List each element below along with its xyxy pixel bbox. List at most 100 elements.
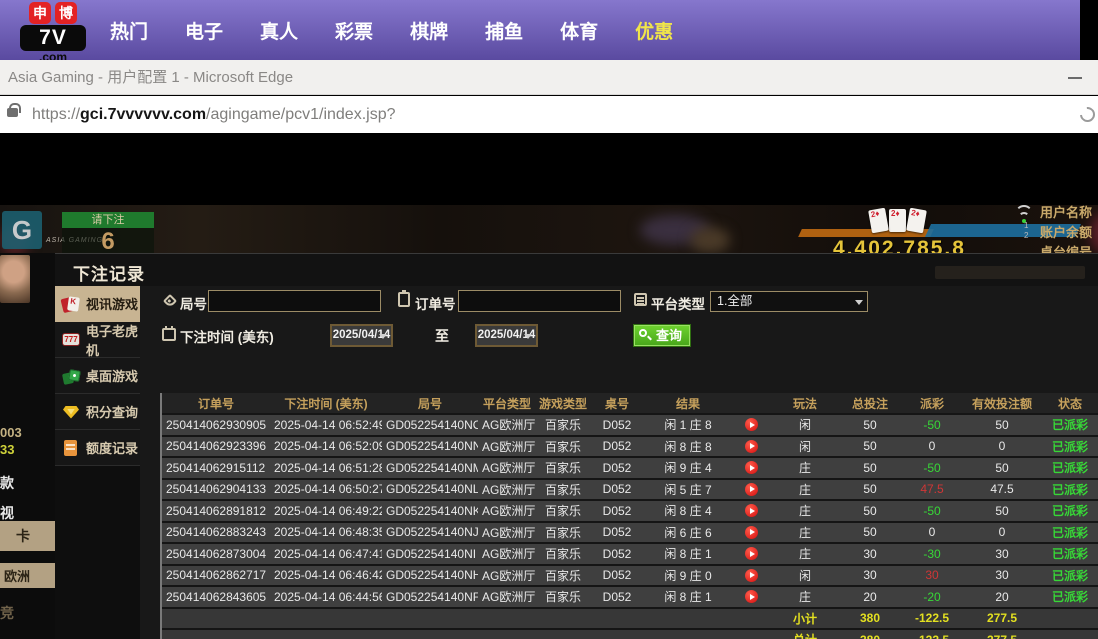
refresh-icon[interactable] [1076, 103, 1098, 126]
logo-badge-shen: 申 [29, 2, 51, 24]
background-fragment: 欧洲 [0, 563, 55, 588]
table-cell: AG欧洲厅 [482, 504, 536, 519]
nav-item-真人[interactable]: 真人 [260, 21, 299, 43]
table-cell: 闲 8 庄 8 [664, 439, 712, 454]
table-games-icon [61, 366, 81, 386]
table-cell: D052 [602, 417, 632, 432]
date-to-select[interactable]: 2025/04/14 [475, 324, 538, 347]
table-cell: -50 [923, 460, 941, 475]
nav-item-体育[interactable]: 体育 [560, 21, 599, 43]
table-cell: 闲 9 庄 4 [664, 461, 712, 476]
table-cell: 已派彩 [1051, 568, 1088, 583]
panel-main: 局号 订单号 平台类型 1.全部 下注时间 (美东) 2025/04/14 至 … [140, 286, 1098, 639]
table-cell: 30 [995, 568, 1009, 583]
sidebar-item-电子老虎机[interactable]: 777 电子老虎机 [55, 322, 140, 358]
table-cell: 30 [925, 568, 939, 583]
table-cell: 闲 5 庄 7 [664, 482, 712, 497]
nav-item-优惠[interactable]: 优惠 [635, 21, 674, 43]
table-cell: D052 [602, 482, 632, 497]
site-navbar: 申 博 7V .com 热门 电子 真人 彩票 棋牌 捕鱼 体育 优惠 [0, 0, 1098, 63]
replay-video-icon[interactable] [744, 461, 758, 475]
table-cell: 百家乐 [544, 439, 581, 454]
date-from-select[interactable]: 2025/04/14 [330, 324, 393, 347]
table-cell: 百家乐 [544, 547, 581, 562]
calendar-icon [162, 326, 176, 341]
sidebar-item-视讯游戏[interactable]: K 视讯游戏 [55, 286, 148, 322]
table-cell: 250414062930905 [166, 417, 267, 432]
site-logo[interactable]: 申 博 7V .com [20, 2, 86, 63]
hud-label: 账户余额 [1040, 225, 1093, 240]
table-cell: 已派彩 [1051, 590, 1088, 605]
table-cell: GD052254140NJ [386, 525, 478, 540]
chevron-down-icon [524, 333, 532, 339]
nav-item-棋牌[interactable]: 棋牌 [410, 21, 449, 43]
table-row: 250414062930905 2025-04-14 06:52:49 GD0522… [162, 415, 1098, 437]
table-cell: 已派彩 [1051, 461, 1088, 476]
table-cell: 0 [998, 525, 1006, 540]
table-cell: -50 [923, 503, 941, 518]
replay-video-icon[interactable] [744, 568, 758, 582]
table-header-row: 订单号 下注时间 (美东) 局号 平台类型 游戏类型 桌号 结果 玩法 总投注 派彩 有效投注额 状态 [162, 393, 1098, 415]
site-menu: 热门 电子 真人 彩票 棋牌 捕鱼 体育 优惠 [110, 0, 673, 60]
table-cell: 20 [995, 589, 1009, 604]
replay-video-icon[interactable] [744, 482, 758, 496]
minimize-icon[interactable] [1068, 77, 1082, 79]
table-cell: 250414062915112 [166, 460, 266, 475]
summary-cell: 277.5 [986, 611, 1018, 626]
table-cell: 50 [863, 460, 877, 475]
table-cell: 250414062883243 [166, 525, 267, 540]
table-row: 250414062883243 2025-04-14 06:48:35 GD0522… [162, 522, 1098, 544]
table-cell: 50 [863, 503, 877, 518]
sidebar-item-积分查询[interactable]: 积分查询 [55, 394, 140, 430]
lock-icon[interactable] [7, 103, 21, 117]
platform-select[interactable]: 1.全部 [710, 291, 868, 312]
slot-machine-icon: 777 [61, 330, 81, 350]
column-header: 总投注 [851, 396, 888, 411]
table-cell: 0 [928, 525, 936, 540]
replay-video-icon[interactable] [744, 547, 758, 561]
wifi-icon [1014, 205, 1034, 223]
summary-cell: 380 [859, 611, 881, 626]
table-cell: 250414062873004 [166, 546, 267, 561]
nav-item-捕鱼[interactable]: 捕鱼 [485, 21, 524, 43]
table-cell: 0 [928, 439, 936, 454]
browser-address-bar[interactable]: https://gci.7vvvvvv.com/agingame/pcv1/in… [0, 96, 1098, 133]
table-cell: 已派彩 [1051, 482, 1088, 497]
bet-banner-label: 请下注 [62, 212, 154, 228]
nav-item-热门[interactable]: 热门 [110, 21, 149, 43]
panel-sidebar: K 视讯游戏 777 电子老虎机桌面游戏积分查询额度记录 [55, 286, 148, 639]
sidebar-item-桌面游戏[interactable]: 桌面游戏 [55, 358, 140, 394]
replay-video-icon[interactable] [744, 590, 758, 604]
sidebar-item-label: 积分查询 [86, 405, 139, 420]
order-input[interactable] [458, 290, 621, 312]
replay-video-icon[interactable] [744, 418, 758, 432]
table-cell: GD052254140NF [386, 589, 478, 604]
table-cell: AG欧洲厅 [482, 482, 536, 497]
to-label: 至 [435, 328, 449, 344]
background-fragment: 视 [0, 505, 14, 521]
table-cell: 庄 [798, 547, 811, 562]
video-games-icon: K [60, 294, 81, 314]
table-cell: 闲 1 庄 8 [664, 418, 712, 433]
round-input[interactable] [208, 290, 381, 312]
replay-video-icon[interactable] [744, 504, 758, 518]
table-cell: GD052254140NK [386, 503, 478, 518]
sidebar-item-label: 桌面游戏 [86, 369, 139, 384]
url-text: https://gci.7vvvvvv.com/agingame/pcv1/in… [32, 106, 396, 123]
table-cell: D052 [602, 589, 632, 604]
platform-list-icon [634, 293, 647, 306]
sidebar-item-额度记录[interactable]: 额度记录 [55, 430, 140, 466]
table-row: 250414062915112 2025-04-14 06:51:28 GD0522… [162, 458, 1098, 480]
nav-item-彩票[interactable]: 彩票 [335, 21, 374, 43]
bet-time-label: 下注时间 (美东) [180, 330, 274, 345]
table-cell: GD052254140NN [386, 439, 478, 454]
column-header: 游戏类型 [538, 396, 587, 411]
nav-item-电子[interactable]: 电子 [185, 21, 224, 43]
replay-video-icon[interactable] [744, 439, 758, 453]
search-button[interactable]: 查询 [633, 324, 692, 347]
table-row: 250414062862717 2025-04-14 06:46:42 GD0522… [162, 565, 1098, 587]
table-cell: 30 [863, 568, 877, 583]
replay-video-icon[interactable] [744, 525, 758, 539]
chevron-down-icon [855, 299, 863, 305]
